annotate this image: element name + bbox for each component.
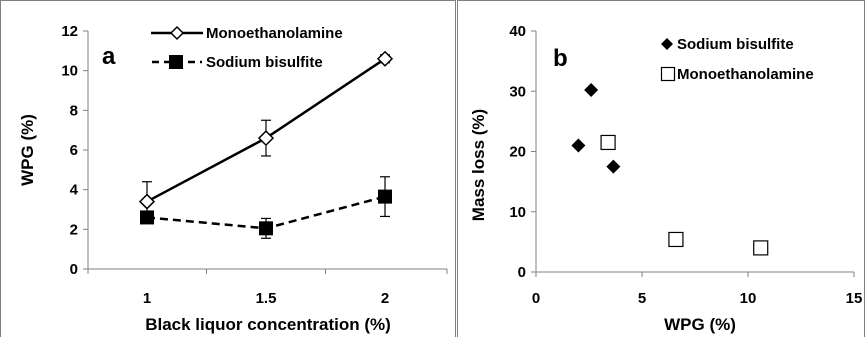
panel-b-y-tick-label: 0: [518, 264, 526, 281]
panel-a-x-tick-label: 1: [143, 290, 151, 307]
legend-a-label-monoethanolamine: Monoethanolamine: [206, 25, 343, 42]
panel-a-x-tick-label: 2: [381, 290, 389, 307]
panel-b-x-axis-label: WPG (%): [664, 315, 736, 334]
panel-b-y-tick-label: 40: [509, 23, 526, 40]
panel-a-y-tick-label: 12: [61, 23, 78, 40]
panel-a-label: a: [102, 43, 116, 70]
panel-a-series: [138, 50, 394, 239]
panel-b-point-sodium-bisulfite: [571, 138, 586, 153]
legend-a-label-sodium-bisulfite: Sodium bisulfite: [206, 54, 323, 71]
panel-b-y-tick-label: 10: [509, 204, 526, 221]
panel-b-point-sodium-bisulfite: [606, 159, 621, 174]
panel-b-y-tick-label: 30: [509, 83, 526, 100]
panel-b-point-monoethanolamine: [753, 240, 769, 256]
panel-b-x-tick-label: 5: [638, 290, 646, 307]
panel-a-y-tick-label: 6: [70, 142, 78, 159]
panel-b-series: [571, 83, 769, 256]
panel-a-y-tick-label: 10: [61, 63, 78, 80]
panel-a-point-sodium-bisulfite: [140, 210, 154, 225]
panel-a-point-sodium-bisulfite: [259, 221, 273, 236]
panel-a-y-ticks: 0 2 4 6 8 10 12: [61, 23, 88, 278]
panel-b-x-tick-label: 15: [846, 290, 863, 307]
panel-a-x-axis-label: Black liquor concentration (%): [145, 315, 391, 334]
legend-b-label-monoethanolamine: Monoethanolamine: [677, 66, 814, 83]
panel-a-y-tick-label: 2: [70, 221, 78, 238]
panel-a-y-tick-label: 0: [70, 261, 78, 278]
panel-b-label: b: [553, 45, 568, 72]
legend-b-marker-sodium-bisulfite: [661, 38, 673, 50]
panel-a-x-tick-label: 1.5: [256, 290, 277, 307]
panel-a-y-axis-label: WPG (%): [18, 114, 37, 186]
legend-b-marker-monoethanolamine: [660, 66, 676, 82]
panel-b-point-monoethanolamine: [668, 231, 684, 248]
panel-b-point-monoethanolamine: [600, 134, 616, 151]
panel-a-x-ticks: 1 1.5 2: [87, 269, 448, 307]
panel-b-y-ticks: 0 10 20 30 40: [509, 23, 536, 281]
panel-a-legend: Monoethanolamine Sodium bisulfite: [151, 25, 343, 71]
panel-a-point-sodium-bisulfite: [378, 189, 392, 204]
panel-a-point-monoethanolamine: [138, 193, 156, 210]
panel-b-point-sodium-bisulfite: [584, 83, 599, 98]
panel-a-y-tick-label: 4: [70, 182, 79, 199]
panel-a-y-tick-label: 8: [70, 102, 78, 119]
legend-a-marker-monoethanolamine: [169, 25, 185, 41]
legend-b-label-sodium-bisulfite: Sodium bisulfite: [677, 36, 794, 53]
panel-b-x-ticks: 0 5 10 15: [532, 272, 863, 307]
panel-b-x-tick-label: 0: [532, 290, 540, 307]
panel-b-y-tick-label: 20: [509, 144, 526, 161]
panel-b-y-axis-label: Mass loss (%): [469, 109, 488, 221]
panel-a-point-monoethanolamine: [257, 130, 275, 147]
panel-b-border: [457, 0, 865, 337]
panel-a-border: [0, 0, 456, 337]
panel-b-x-tick-label: 10: [740, 290, 757, 307]
legend-a-marker-sodium-bisulfite: [169, 55, 183, 69]
panel-b-legend: Sodium bisulfite Monoethanolamine: [660, 36, 814, 83]
panel-a-point-monoethanolamine: [376, 50, 394, 67]
panel-b: 0 10 20 30 40 0 5 10 15 b Mass loss (%) WPG (%)…: [469, 23, 862, 334]
